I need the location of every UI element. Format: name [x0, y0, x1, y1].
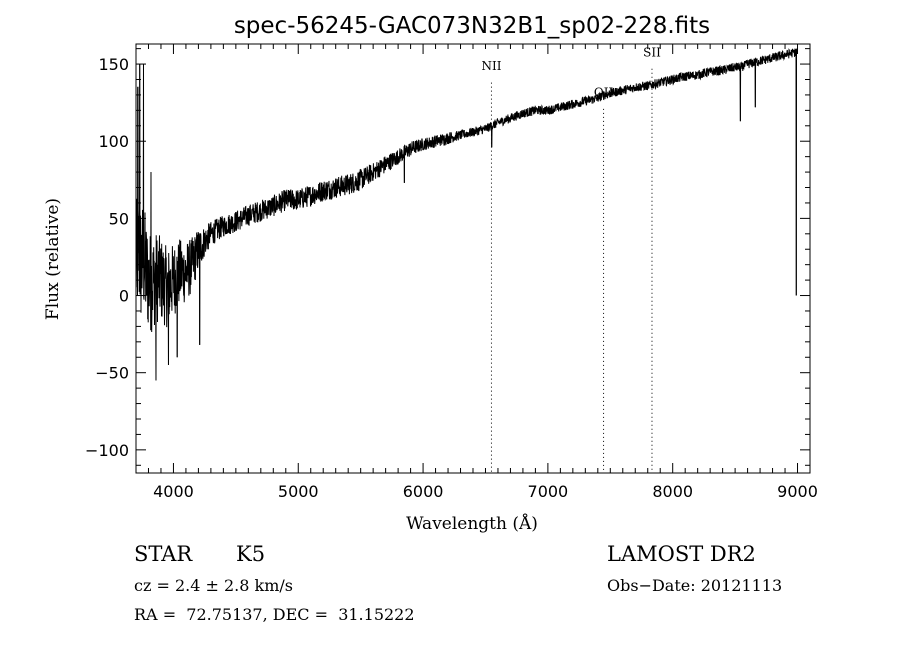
line-label-nii: NII	[481, 59, 501, 73]
y-tick-label: 50	[109, 209, 129, 228]
y-axis-label: Flux (relative)	[43, 198, 63, 320]
spectrum-spikes	[137, 52, 797, 381]
y-tick-label: 0	[119, 287, 129, 306]
spectrum-line	[135, 47, 798, 381]
x-tick-label: 5000	[278, 482, 319, 501]
y-tick-label: 150	[98, 55, 129, 74]
redshift-cz: cz = 2.4 ± 2.8 km/s	[134, 576, 293, 595]
object-class: STAR	[134, 542, 193, 566]
plot-border	[135, 43, 811, 474]
object-subclass: K5	[236, 542, 266, 566]
line-label-sii: SII	[643, 45, 661, 59]
observation-date: Obs−Date: 20121113	[607, 576, 783, 595]
plot-frame	[135, 43, 811, 474]
x-tick-label: 6000	[403, 482, 444, 501]
x-tick-label: 7000	[528, 482, 569, 501]
x-axis-label: Wavelength (Å)	[406, 513, 538, 534]
chart-title: spec-56245-GAC073N32B1_sp02-228.fits	[234, 13, 710, 39]
x-tick-label: 4000	[153, 482, 194, 501]
x-tick-label: 8000	[652, 482, 693, 501]
y-axis: −100 −50 0 50 100 150	[85, 48, 810, 466]
y-tick-label: 100	[98, 132, 129, 151]
y-tick-label: −100	[85, 441, 129, 460]
coordinates: RA = 72.75137, DEC = 31.15222	[134, 605, 415, 624]
x-tick-label: 9000	[777, 482, 818, 501]
y-tick-label: −50	[95, 364, 129, 383]
x-axis: 4000 5000 6000 7000 8000 9000	[135, 44, 818, 501]
survey-name: LAMOST DR2	[607, 542, 756, 566]
